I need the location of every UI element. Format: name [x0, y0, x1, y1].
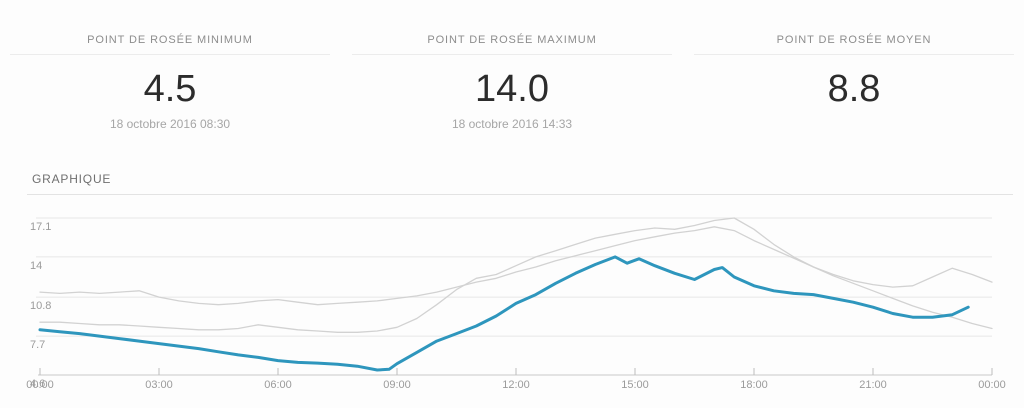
stat-value-minimum: 4.5	[143, 68, 197, 110]
y-axis-label: 14	[30, 259, 43, 272]
chart-series-point-de-rosee	[38, 255, 970, 372]
y-axis-label: 17.1	[30, 221, 52, 233]
y-axis-label: 10.8	[30, 300, 52, 313]
chart-series-ligne-grise-1	[39, 226, 993, 306]
stat-label-minimum: POINT DE ROSÉE MINIMUM	[87, 34, 253, 46]
x-axis-label: 06:00	[264, 379, 292, 391]
divider	[694, 54, 1014, 55]
x-axis-label: 21:00	[859, 379, 887, 391]
stats-row: POINT DE ROSÉE MINIMUM 4.5 18 octobre 20…	[0, 0, 1024, 160]
y-axis-label: 7.7	[30, 339, 46, 352]
x-axis-label: 00:00	[26, 379, 54, 391]
divider	[10, 54, 330, 55]
stat-label-maximum: POINT DE ROSÉE MAXIMUM	[427, 34, 597, 46]
stat-label-moyen: POINT DE ROSÉE MOYEN	[776, 34, 932, 46]
section-title-graphique: GRAPHIQUE	[32, 172, 112, 186]
stat-panel-minimum: POINT DE ROSÉE MINIMUM 4.5 18 octobre 20…	[10, 0, 330, 160]
stat-value-maximum: 14.0	[475, 68, 549, 110]
x-axis-label: 18:00	[740, 379, 768, 391]
divider	[352, 54, 672, 55]
chart-plot-area[interactable]	[0, 200, 1024, 408]
dew-point-chart: 17.1 14 10.8 7.7 4.6 00:00 03:00 06:00 09:00 12:0…	[0, 200, 1024, 408]
stat-date-maximum: 18 octobre 2016 14:33	[451, 117, 573, 131]
stat-value-moyen: 8.8	[827, 68, 881, 110]
stat-date-minimum: 18 octobre 2016 08:30	[109, 117, 231, 131]
stat-panel-moyen: POINT DE ROSÉE MOYEN 8.8	[694, 0, 1014, 160]
x-axis-label: 09:00	[383, 379, 411, 391]
stat-panel-maximum: POINT DE ROSÉE MAXIMUM 14.0 18 octobre 2…	[352, 0, 672, 160]
x-axis-label: 12:00	[502, 379, 530, 391]
section-divider	[27, 194, 1013, 195]
chart-series-ligne-grise-2	[39, 217, 993, 333]
x-axis-label: 03:00	[145, 379, 173, 391]
x-axis-label: 00:00	[978, 379, 1006, 391]
y-axis-label: 4.6	[30, 378, 46, 390]
x-axis-label: 15:00	[621, 379, 649, 391]
